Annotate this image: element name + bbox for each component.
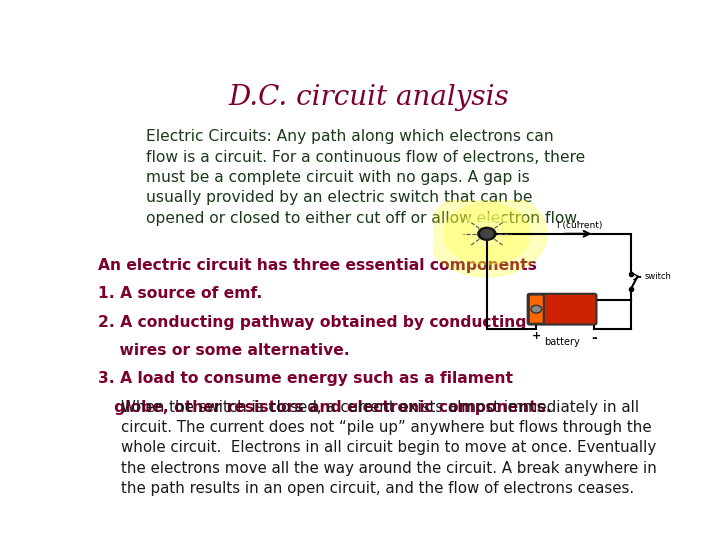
Text: 3. A load to consume energy such as a filament: 3. A load to consume energy such as a fi… bbox=[99, 371, 513, 386]
Text: 1. A source of emf.: 1. A source of emf. bbox=[99, 286, 263, 301]
Text: D.C. circuit analysis: D.C. circuit analysis bbox=[229, 84, 509, 111]
Text: wires or some alternative.: wires or some alternative. bbox=[99, 343, 350, 358]
Text: 2. A conducting pathway obtained by conducting: 2. A conducting pathway obtained by cond… bbox=[99, 315, 527, 330]
Text: An electric circuit has three essential components: An electric circuit has three essential … bbox=[99, 258, 537, 273]
Text: When the switch is closed, a current exists almost immediately in all
circuit. T: When the switch is closed, a current exi… bbox=[121, 400, 657, 496]
Text: Electric Circuits: Any path along which electrons can
flow is a circuit. For a c: Electric Circuits: Any path along which … bbox=[145, 129, 585, 226]
Text: globe, other resistors and electronic components.: globe, other resistors and electronic co… bbox=[99, 400, 552, 415]
